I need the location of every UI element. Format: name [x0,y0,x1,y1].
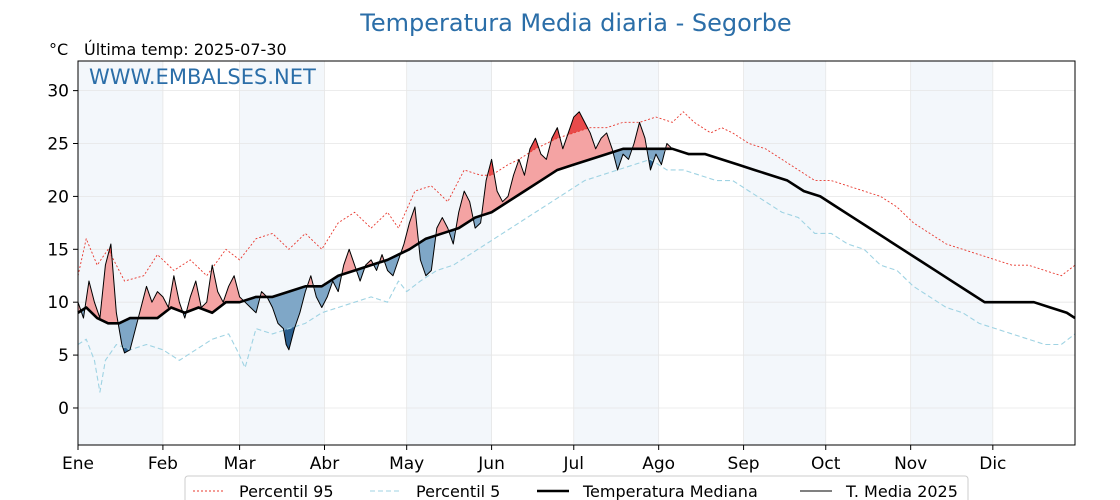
below-p5-fill [284,326,295,350]
anomaly-fills [78,111,671,353]
x-tick-label: Oct [811,454,841,474]
month-band-mar [239,61,325,445]
x-tick-label: Feb [148,454,178,474]
above-p95-fill [529,138,539,153]
below-median-fill [314,274,341,308]
plot-frame [77,60,1076,446]
y-tick-label: 15 [47,240,69,260]
legend-label: Temperatura Mediana [582,482,758,500]
x-tick-label: Ago [642,454,675,474]
x-tick-label: Dic [979,454,1006,474]
legend-label: Percentil 95 [239,482,334,500]
y-tick-label: 0 [58,399,69,419]
month-band-ene [78,61,163,445]
above-p95-fill [568,111,588,135]
series-line-t-media-2025 [77,111,673,354]
x-tick-label: Jun [477,454,505,474]
watermark: WWW.EMBALSES.NET [89,65,316,89]
y-tick-label: 5 [58,346,69,366]
above-median-fill [86,244,118,324]
y-tick-label: 20 [47,187,69,207]
below-median-fill [384,253,400,276]
above-median-fill [455,191,473,230]
chart-title: Temperatura Media diaria - Segorbe [359,9,791,37]
below-median-fill [268,286,307,350]
month-band-sep [743,61,826,445]
plot-area [77,60,1076,446]
series-lines [77,111,1076,393]
legend: Percentil 95 Percentil 5 Temperatura Media… [184,475,969,500]
x-tick-label: May [389,454,424,474]
x-tick-label: Mar [224,454,256,474]
above-median-fill [436,217,448,236]
last-update-label: Última temp: 2025-07-30 [84,40,287,59]
above-median-fill [401,206,418,254]
legend-box [184,475,969,500]
above-median-fill [632,122,647,149]
below-median-fill [245,296,259,313]
month-band-jul [573,61,659,445]
above-median-fill [482,111,613,216]
series-line-temperatura-mediana [77,147,1076,325]
x-tick-label: Nov [894,454,927,474]
y-axis: 0 5 10 15 20 25 30 [47,82,78,419]
y-tick-label: 30 [47,82,69,102]
below-median-fill [613,148,632,170]
above-p95-fill [551,127,559,141]
grid-lines [77,61,1075,445]
x-axis: Ene Feb Mar Abr May Jun Jul Ago Sep Oct Nov Dic [62,445,1006,474]
x-tick-label: Jul [563,454,585,474]
below-median-fill [449,229,455,245]
legend-label: T. Media 2025 [845,482,958,500]
x-tick-label: Sep [728,454,760,474]
below-median-fill [119,318,137,353]
above-median-fill [187,265,243,313]
x-tick-label: Ene [62,454,94,474]
series-line-percentil-5 [77,158,1076,393]
above-median-fill [342,249,357,275]
unit-label: °C [49,40,68,59]
month-band-nov [910,61,993,445]
y-tick-label: 10 [47,293,69,313]
legend-label: Percentil 5 [416,482,500,500]
month-bands [78,61,993,445]
y-tick-label: 25 [47,135,69,155]
below-median-fill [419,235,436,276]
x-tick-label: Abr [310,454,339,474]
